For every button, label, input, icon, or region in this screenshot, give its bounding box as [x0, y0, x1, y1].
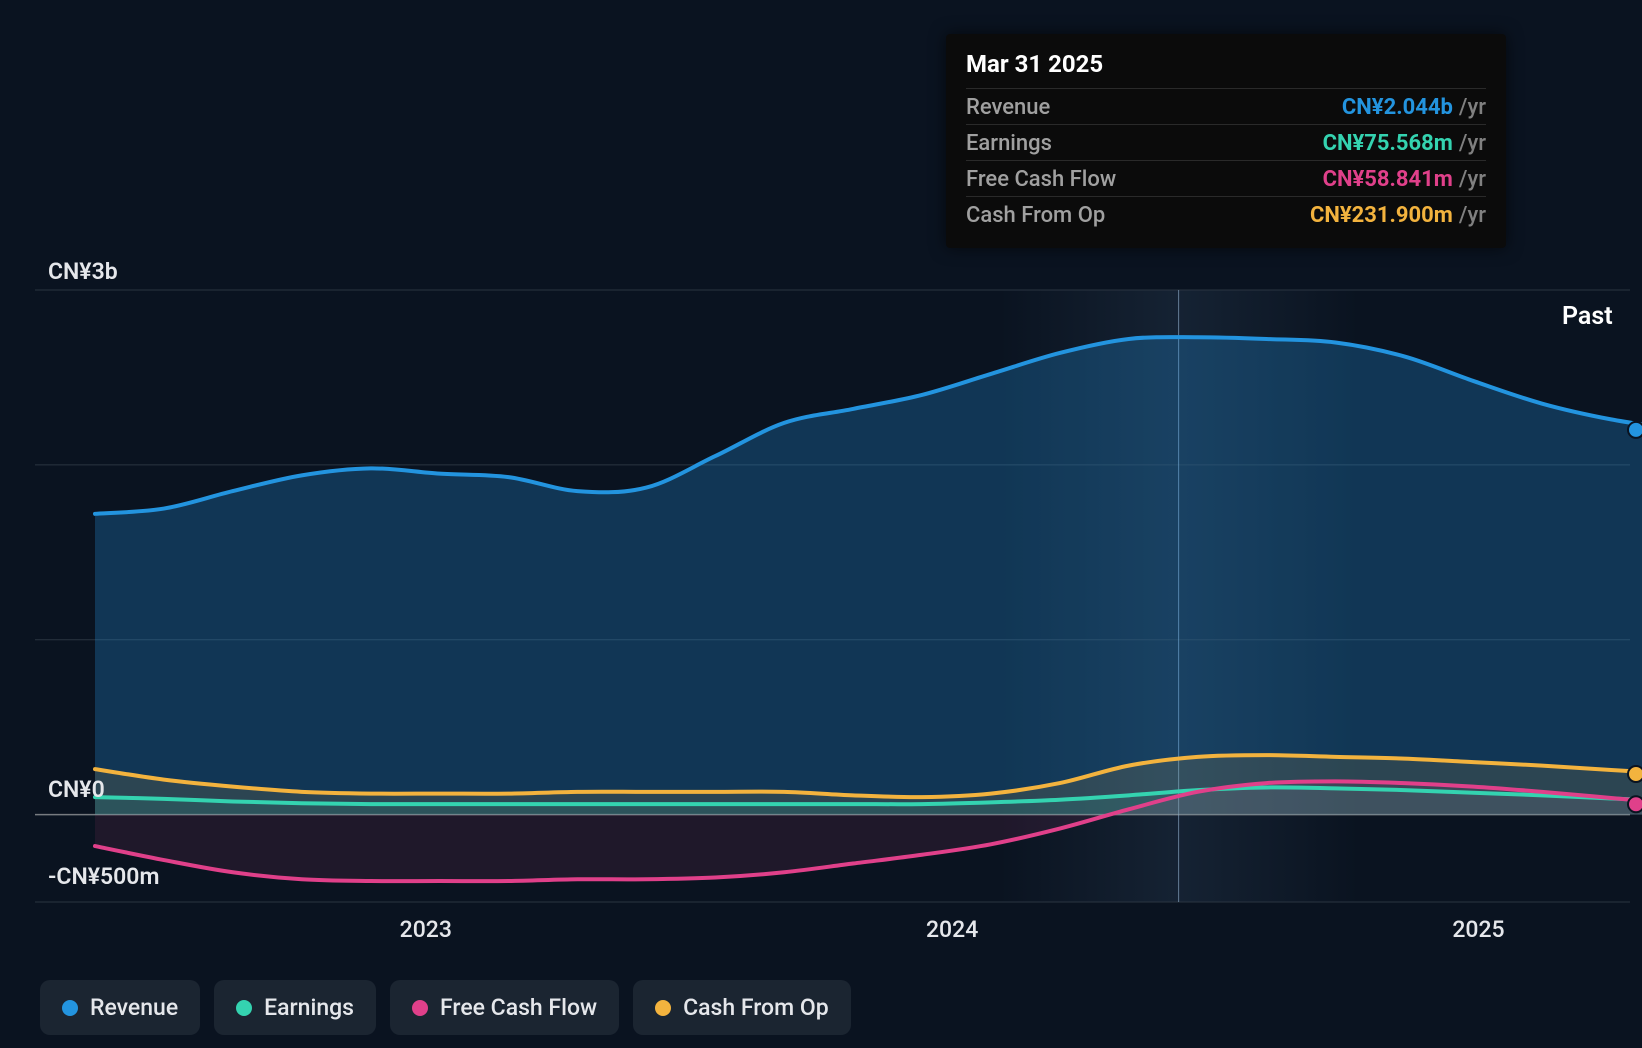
- tooltip-row: Cash From Op CN¥231.900m/yr: [966, 196, 1486, 232]
- tooltip-row-value: CN¥75.568m: [1323, 131, 1453, 156]
- tooltip-row: Revenue CN¥2.044b/yr: [966, 88, 1486, 124]
- tooltip-row: Earnings CN¥75.568m/yr: [966, 124, 1486, 160]
- legend-item-cash_from_op[interactable]: Cash From Op: [633, 980, 851, 1035]
- y-tick-label: CN¥3b: [48, 258, 118, 285]
- y-tick-label: -CN¥500m: [48, 863, 159, 890]
- legend-swatch-icon: [655, 1000, 671, 1016]
- legend-swatch-icon: [412, 1000, 428, 1016]
- tooltip-row-suffix: /yr: [1459, 167, 1486, 192]
- financial-chart[interactable]: CN¥3b CN¥0 -CN¥500m 2023 2024 2025 Past Mar …: [0, 0, 1642, 1048]
- legend-item-earnings[interactable]: Earnings: [214, 980, 376, 1035]
- tooltip-row: Free Cash Flow CN¥58.841m/yr: [966, 160, 1486, 196]
- end-marker-revenue: [1628, 422, 1642, 438]
- legend-swatch-icon: [236, 1000, 252, 1016]
- legend-item-free_cash_flow[interactable]: Free Cash Flow: [390, 980, 619, 1035]
- tooltip-row-value: CN¥58.841m: [1323, 167, 1453, 192]
- chart-legend: Revenue Earnings Free Cash Flow Cash From O…: [40, 980, 851, 1035]
- tooltip-row-suffix: /yr: [1459, 203, 1486, 228]
- tooltip-row-suffix: /yr: [1459, 95, 1486, 120]
- tooltip-row-label: Revenue: [966, 95, 1050, 120]
- tooltip-row-label: Earnings: [966, 131, 1052, 156]
- y-tick-label: CN¥0: [48, 776, 105, 803]
- x-tick-label: 2024: [926, 916, 978, 943]
- tooltip-row-value: CN¥2.044b: [1342, 95, 1453, 120]
- legend-label: Free Cash Flow: [440, 994, 597, 1021]
- tooltip-title: Mar 31 2025: [966, 50, 1486, 88]
- x-tick-label: 2023: [400, 916, 452, 943]
- past-label: Past: [1562, 302, 1613, 331]
- legend-label: Earnings: [264, 994, 354, 1021]
- legend-item-revenue[interactable]: Revenue: [40, 980, 200, 1035]
- end-marker-cash_from_op: [1628, 766, 1642, 782]
- tooltip-row-suffix: /yr: [1459, 131, 1486, 156]
- legend-swatch-icon: [62, 1000, 78, 1016]
- chart-tooltip: Mar 31 2025 Revenue CN¥2.044b/yr Earnings C…: [946, 34, 1506, 248]
- legend-label: Revenue: [90, 994, 178, 1021]
- x-tick-label: 2025: [1452, 916, 1504, 943]
- area-revenue: [95, 337, 1642, 814]
- tooltip-row-label: Free Cash Flow: [966, 167, 1116, 192]
- tooltip-row-label: Cash From Op: [966, 203, 1105, 228]
- legend-label: Cash From Op: [683, 994, 829, 1021]
- end-marker-free_cash_flow: [1628, 796, 1642, 812]
- tooltip-row-value: CN¥231.900m: [1310, 203, 1453, 228]
